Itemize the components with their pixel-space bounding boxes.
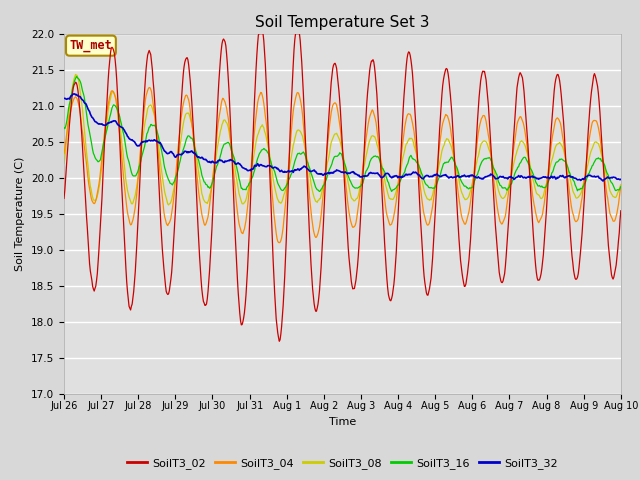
Y-axis label: Soil Temperature (C): Soil Temperature (C)	[15, 156, 26, 271]
Legend: SoilT3_02, SoilT3_04, SoilT3_08, SoilT3_16, SoilT3_32: SoilT3_02, SoilT3_04, SoilT3_08, SoilT3_…	[122, 453, 563, 473]
Title: Soil Temperature Set 3: Soil Temperature Set 3	[255, 15, 429, 30]
X-axis label: Time: Time	[329, 417, 356, 427]
Text: TW_met: TW_met	[70, 39, 112, 52]
